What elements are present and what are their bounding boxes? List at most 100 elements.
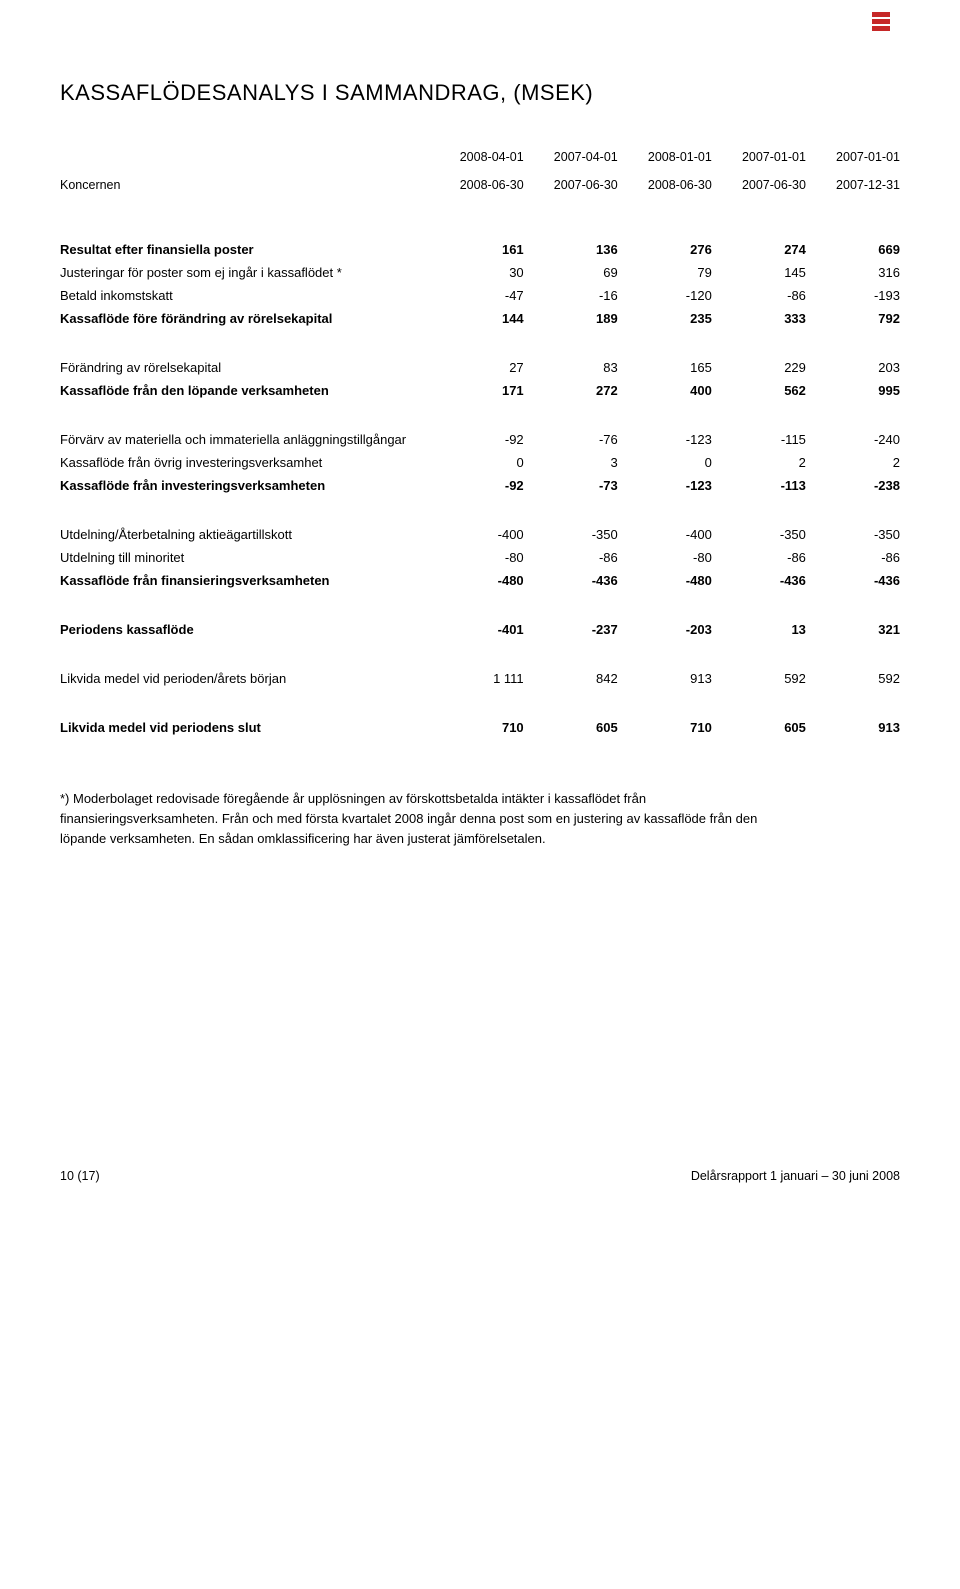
row-value: 276 [618, 238, 712, 261]
cashflow-table: 2008-04-01 2007-04-01 2008-01-01 2007-01… [60, 146, 900, 739]
page-footer: 10 (17) Delårsrapport 1 januari – 30 jun… [60, 1169, 900, 1183]
row-value: 235 [618, 307, 712, 330]
row-value: -80 [618, 546, 712, 569]
row-value: 592 [806, 667, 900, 690]
row-value: -193 [806, 284, 900, 307]
row-value: 605 [712, 716, 806, 739]
row-value: 995 [806, 379, 900, 402]
table-row: Justeringar för poster som ej ingår i ka… [60, 261, 900, 284]
col-date-bot: 2007-06-30 [712, 168, 806, 196]
row-value: 321 [806, 618, 900, 641]
row-value: -436 [524, 569, 618, 592]
row-value: 136 [524, 238, 618, 261]
table-row: Kassaflöde från finansieringsverksamhete… [60, 569, 900, 592]
row-value: -400 [618, 523, 712, 546]
row-value: 562 [712, 379, 806, 402]
row-value: -86 [712, 546, 806, 569]
row-value: 144 [430, 307, 524, 330]
row-value: 592 [712, 667, 806, 690]
row-value: -16 [524, 284, 618, 307]
row-label: Kassaflöde före förändring av rörelsekap… [60, 307, 430, 330]
col-date-top: 2008-04-01 [430, 146, 524, 168]
table-row: Likvida medel vid perioden/årets början1… [60, 667, 900, 690]
col-date-bot: 2007-12-31 [806, 168, 900, 196]
table-subtitle: Koncernen [60, 168, 430, 196]
row-value: 30 [430, 261, 524, 284]
table-row: Kassaflöde från investeringsverksamheten… [60, 474, 900, 497]
row-value: -123 [618, 474, 712, 497]
row-label: Kassaflöde från investeringsverksamheten [60, 474, 430, 497]
row-value: 274 [712, 238, 806, 261]
table-row: Förvärv av materiella och immateriella a… [60, 428, 900, 451]
row-value: 0 [430, 451, 524, 474]
row-label: Justeringar för poster som ej ingår i ka… [60, 261, 430, 284]
row-value: 229 [712, 356, 806, 379]
col-date-top: 2007-01-01 [712, 146, 806, 168]
table-row: Resultat efter finansiella poster1611362… [60, 238, 900, 261]
row-value: -350 [524, 523, 618, 546]
row-value: -350 [806, 523, 900, 546]
row-value: -480 [430, 569, 524, 592]
table-row: Likvida medel vid periodens slut71060571… [60, 716, 900, 739]
row-value: -203 [618, 618, 712, 641]
row-value: 669 [806, 238, 900, 261]
footer-page-number: 10 (17) [60, 1169, 100, 1183]
row-value: -350 [712, 523, 806, 546]
row-value: -73 [524, 474, 618, 497]
row-label: Likvida medel vid perioden/årets början [60, 667, 430, 690]
row-value: -237 [524, 618, 618, 641]
row-value: 842 [524, 667, 618, 690]
row-value: -480 [618, 569, 712, 592]
row-value: 1 111 [430, 667, 524, 690]
row-value: 161 [430, 238, 524, 261]
row-value: 171 [430, 379, 524, 402]
row-label: Kassaflöde från den löpande verksamheten [60, 379, 430, 402]
logo-mark [872, 12, 890, 31]
row-value: -80 [430, 546, 524, 569]
row-value: -400 [430, 523, 524, 546]
col-date-bot: 2007-06-30 [524, 168, 618, 196]
row-label: Kassaflöde från finansieringsverksamhete… [60, 569, 430, 592]
footer-report-title: Delårsrapport 1 januari – 30 juni 2008 [691, 1169, 900, 1183]
row-value: 3 [524, 451, 618, 474]
row-value: 145 [712, 261, 806, 284]
row-value: 79 [618, 261, 712, 284]
table-row: Kassaflöde före förändring av rörelsekap… [60, 307, 900, 330]
table-header-dates-top: 2008-04-01 2007-04-01 2008-01-01 2007-01… [60, 146, 900, 168]
footnote-text: *) Moderbolaget redovisade föregående år… [60, 789, 760, 849]
row-value: -123 [618, 428, 712, 451]
row-label: Periodens kassaflöde [60, 618, 430, 641]
row-label: Förändring av rörelsekapital [60, 356, 430, 379]
row-value: -86 [712, 284, 806, 307]
row-value: 333 [712, 307, 806, 330]
row-label: Förvärv av materiella och immateriella a… [60, 428, 430, 451]
table-row: Kassaflöde från övrig investeringsverksa… [60, 451, 900, 474]
row-value: -401 [430, 618, 524, 641]
table-row: Kassaflöde från den löpande verksamheten… [60, 379, 900, 402]
page-title: KASSAFLÖDESANALYS I SAMMANDRAG, (MSEK) [60, 80, 900, 106]
col-date-top: 2008-01-01 [618, 146, 712, 168]
row-value: 2 [806, 451, 900, 474]
row-value: -113 [712, 474, 806, 497]
row-value: -238 [806, 474, 900, 497]
row-value: 83 [524, 356, 618, 379]
row-value: -120 [618, 284, 712, 307]
col-date-top: 2007-01-01 [806, 146, 900, 168]
table-row: Periodens kassaflöde-401-237-20313321 [60, 618, 900, 641]
row-value: -115 [712, 428, 806, 451]
row-value: 605 [524, 716, 618, 739]
row-value: 27 [430, 356, 524, 379]
row-value: 2 [712, 451, 806, 474]
row-label: Utdelning till minoritet [60, 546, 430, 569]
row-value: 710 [430, 716, 524, 739]
col-date-bot: 2008-06-30 [430, 168, 524, 196]
col-date-top: 2007-04-01 [524, 146, 618, 168]
row-value: -47 [430, 284, 524, 307]
table-row: Utdelning/Återbetalning aktieägartillsko… [60, 523, 900, 546]
row-value: 13 [712, 618, 806, 641]
row-value: 272 [524, 379, 618, 402]
col-date-bot: 2008-06-30 [618, 168, 712, 196]
row-label: Resultat efter finansiella poster [60, 238, 430, 261]
row-value: -92 [430, 474, 524, 497]
row-value: 913 [806, 716, 900, 739]
